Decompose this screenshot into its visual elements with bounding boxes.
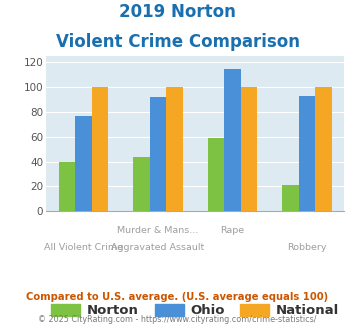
Legend: Norton, Ohio, National: Norton, Ohio, National xyxy=(46,298,345,322)
Bar xyxy=(241,87,257,211)
Bar xyxy=(208,138,224,211)
Text: Murder & Mans...: Murder & Mans... xyxy=(118,226,198,235)
Text: All Violent Crime: All Violent Crime xyxy=(44,243,123,251)
Bar xyxy=(75,115,92,211)
Text: 2019 Norton: 2019 Norton xyxy=(119,3,236,21)
Text: © 2025 CityRating.com - https://www.cityrating.com/crime-statistics/: © 2025 CityRating.com - https://www.city… xyxy=(38,315,317,324)
Text: Violent Crime Comparison: Violent Crime Comparison xyxy=(55,33,300,51)
Bar xyxy=(224,69,241,211)
Bar xyxy=(315,87,332,211)
Text: Aggravated Assault: Aggravated Assault xyxy=(111,243,204,251)
Bar xyxy=(92,87,108,211)
Bar xyxy=(166,87,182,211)
Bar xyxy=(299,96,315,211)
Text: Robbery: Robbery xyxy=(287,243,327,251)
Bar xyxy=(133,157,150,211)
Bar xyxy=(283,185,299,211)
Bar xyxy=(150,97,166,211)
Bar xyxy=(59,162,75,211)
Text: Rape: Rape xyxy=(220,226,245,235)
Text: Compared to U.S. average. (U.S. average equals 100): Compared to U.S. average. (U.S. average … xyxy=(26,292,329,302)
